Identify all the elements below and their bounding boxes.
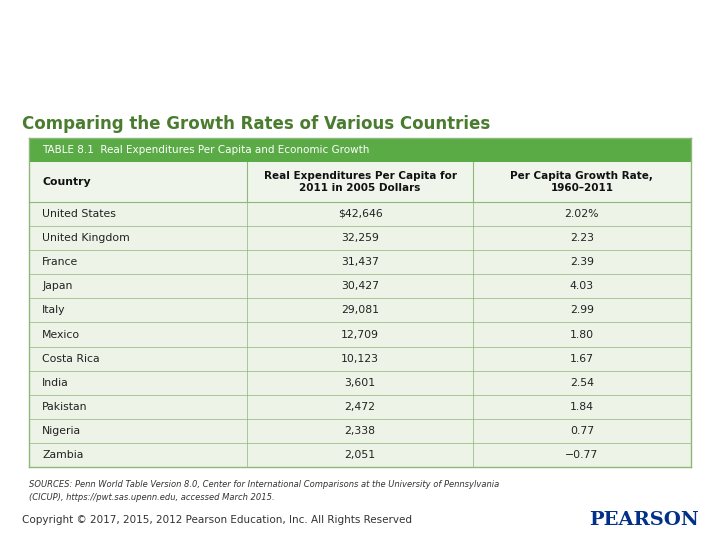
Text: 3,601: 3,601	[344, 377, 376, 388]
Text: TABLE 8.1  Real Expenditures Per Capita and Economic Growth: TABLE 8.1 Real Expenditures Per Capita a…	[42, 145, 369, 155]
Text: 2.02%: 2.02%	[564, 209, 599, 219]
Text: Mexico: Mexico	[42, 329, 80, 340]
Text: Per Capita Growth Rate,
1960–2011: Per Capita Growth Rate, 1960–2011	[510, 171, 653, 193]
Text: 31,437: 31,437	[341, 257, 379, 267]
Bar	[29, 443, 691, 467]
Bar	[29, 274, 691, 299]
Text: 30,427: 30,427	[341, 281, 379, 291]
Text: 2,472: 2,472	[344, 402, 376, 412]
Text: 2,051: 2,051	[344, 450, 376, 460]
Text: France: France	[42, 257, 78, 267]
Text: Japan: Japan	[42, 281, 73, 291]
Bar	[29, 250, 691, 274]
Text: 12,709: 12,709	[341, 329, 379, 340]
Text: United States: United States	[42, 209, 116, 219]
Text: Costa Rica: Costa Rica	[42, 354, 99, 363]
Text: 2.23: 2.23	[570, 233, 594, 243]
Text: Country: Country	[42, 177, 91, 187]
Bar	[29, 347, 691, 370]
Text: SOURCES: Penn World Table Version 8.0, Center for International Comparisons at t: SOURCES: Penn World Table Version 8.0, C…	[29, 480, 499, 502]
Text: Pakistan: Pakistan	[42, 402, 88, 412]
Text: 0.77: 0.77	[570, 426, 594, 436]
Text: 1.84: 1.84	[570, 402, 594, 412]
Text: 29,081: 29,081	[341, 306, 379, 315]
Bar	[29, 395, 691, 419]
Bar	[29, 322, 691, 347]
Text: 4.03: 4.03	[570, 281, 594, 291]
Text: 32,259: 32,259	[341, 233, 379, 243]
Text: 2.99: 2.99	[570, 306, 594, 315]
Text: Real Expenditures Per Capita for
2011 in 2005 Dollars: Real Expenditures Per Capita for 2011 in…	[264, 171, 456, 193]
Text: (4 of 5): (4 of 5)	[569, 39, 647, 58]
Text: 2,338: 2,338	[344, 426, 376, 436]
Bar	[29, 419, 691, 443]
Text: 8.1 ECONOMIC GROWTH RATES: 8.1 ECONOMIC GROWTH RATES	[22, 34, 554, 63]
Text: $42,646: $42,646	[338, 209, 382, 219]
Text: 10,123: 10,123	[341, 354, 379, 363]
Bar	[29, 138, 691, 163]
Text: Comparing the Growth Rates of Various Countries: Comparing the Growth Rates of Various Co…	[22, 116, 490, 133]
Text: United Kingdom: United Kingdom	[42, 233, 130, 243]
Text: 1.67: 1.67	[570, 354, 594, 363]
Text: 2.39: 2.39	[570, 257, 594, 267]
Text: Nigeria: Nigeria	[42, 426, 81, 436]
Bar	[29, 370, 691, 395]
Bar	[29, 226, 691, 250]
Bar	[29, 163, 691, 202]
Text: 1.80: 1.80	[570, 329, 594, 340]
Text: −0.77: −0.77	[565, 450, 598, 460]
Text: Italy: Italy	[42, 306, 66, 315]
Text: PEARSON: PEARSON	[589, 511, 698, 529]
Text: Copyright © 2017, 2015, 2012 Pearson Education, Inc. All Rights Reserved: Copyright © 2017, 2015, 2012 Pearson Edu…	[22, 515, 412, 525]
Text: 2.54: 2.54	[570, 377, 594, 388]
Text: India: India	[42, 377, 69, 388]
Text: Zambia: Zambia	[42, 450, 84, 460]
Bar	[29, 299, 691, 322]
Bar	[29, 202, 691, 226]
